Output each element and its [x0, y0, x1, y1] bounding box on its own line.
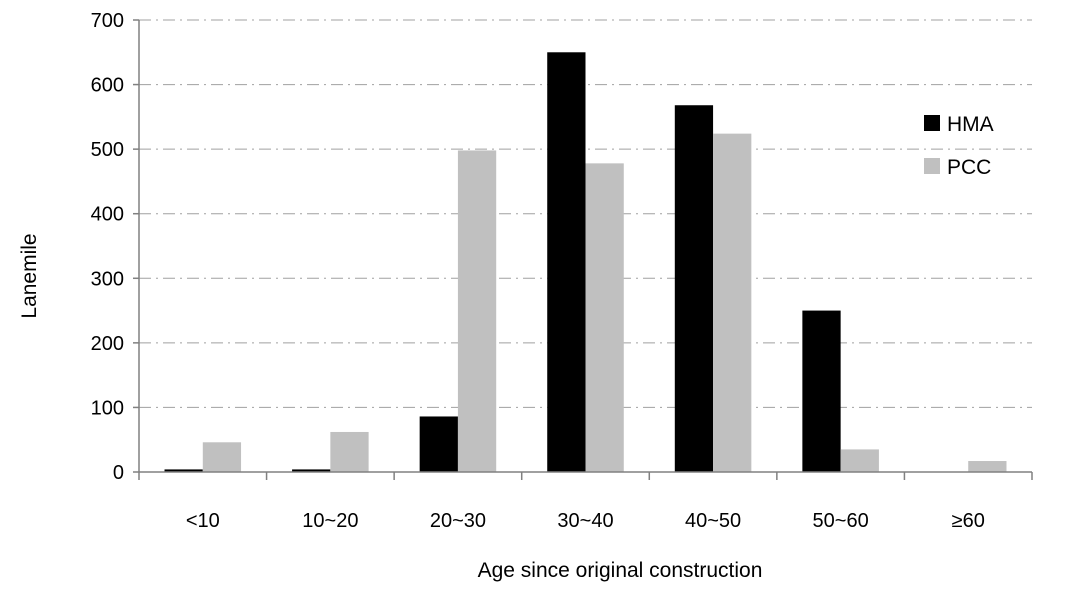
x-tick-label: 30~40: [557, 510, 613, 532]
legend-swatch-hma: [924, 115, 940, 131]
y-tick-label: 100: [91, 397, 124, 419]
gridlines: [139, 19, 1032, 408]
legend-label-hma: HMA: [947, 113, 994, 136]
x-tick-label: ≥60: [952, 510, 985, 532]
x-tick-label: 50~60: [813, 510, 869, 532]
y-tick-label: 400: [91, 204, 124, 226]
bar-hma-4: [674, 105, 714, 472]
bar-hma-1: [292, 469, 331, 472]
y-tick-label: 700: [91, 10, 124, 32]
bar-pcc-6: [968, 461, 1007, 472]
y-tick-label: 300: [91, 268, 124, 290]
bars: [164, 52, 1007, 473]
x-tick-label: 40~50: [685, 510, 741, 532]
x-ticks: <10 10~20 20~30 30~40 40~50 50~60 ≥60: [138, 472, 1033, 532]
y-ticks: 0 100 200 300 400 500 600 700: [91, 10, 139, 484]
bar-pcc-3: [585, 163, 624, 472]
x-tick-label: <10: [186, 510, 220, 532]
x-tick-label: 20~30: [430, 510, 486, 532]
legend-label-pcc: PCC: [947, 156, 991, 179]
x-axis-title: Age since original construction: [478, 559, 763, 582]
axes: [138, 20, 1032, 473]
y-tick-label: 0: [113, 462, 124, 484]
bar-pcc-4: [713, 133, 752, 472]
y-tick-label: 200: [91, 333, 124, 355]
bar-hma-3: [547, 52, 586, 473]
bar-hma-0: [164, 469, 203, 472]
y-tick-label: 600: [91, 75, 124, 97]
x-tick-label: 10~20: [302, 510, 358, 532]
bar-pcc-2: [457, 150, 497, 473]
y-axis-title: Lanemile: [18, 233, 41, 318]
legend: HMA PCC: [924, 113, 994, 179]
y-tick-label: 500: [91, 139, 124, 161]
bar-pcc-0: [202, 442, 242, 472]
legend-swatch-pcc: [924, 158, 940, 174]
bar-pcc-1: [330, 431, 369, 472]
bar-hma-5: [802, 310, 841, 472]
bar-pcc-5: [840, 449, 879, 472]
bar-hma-2: [419, 416, 458, 472]
